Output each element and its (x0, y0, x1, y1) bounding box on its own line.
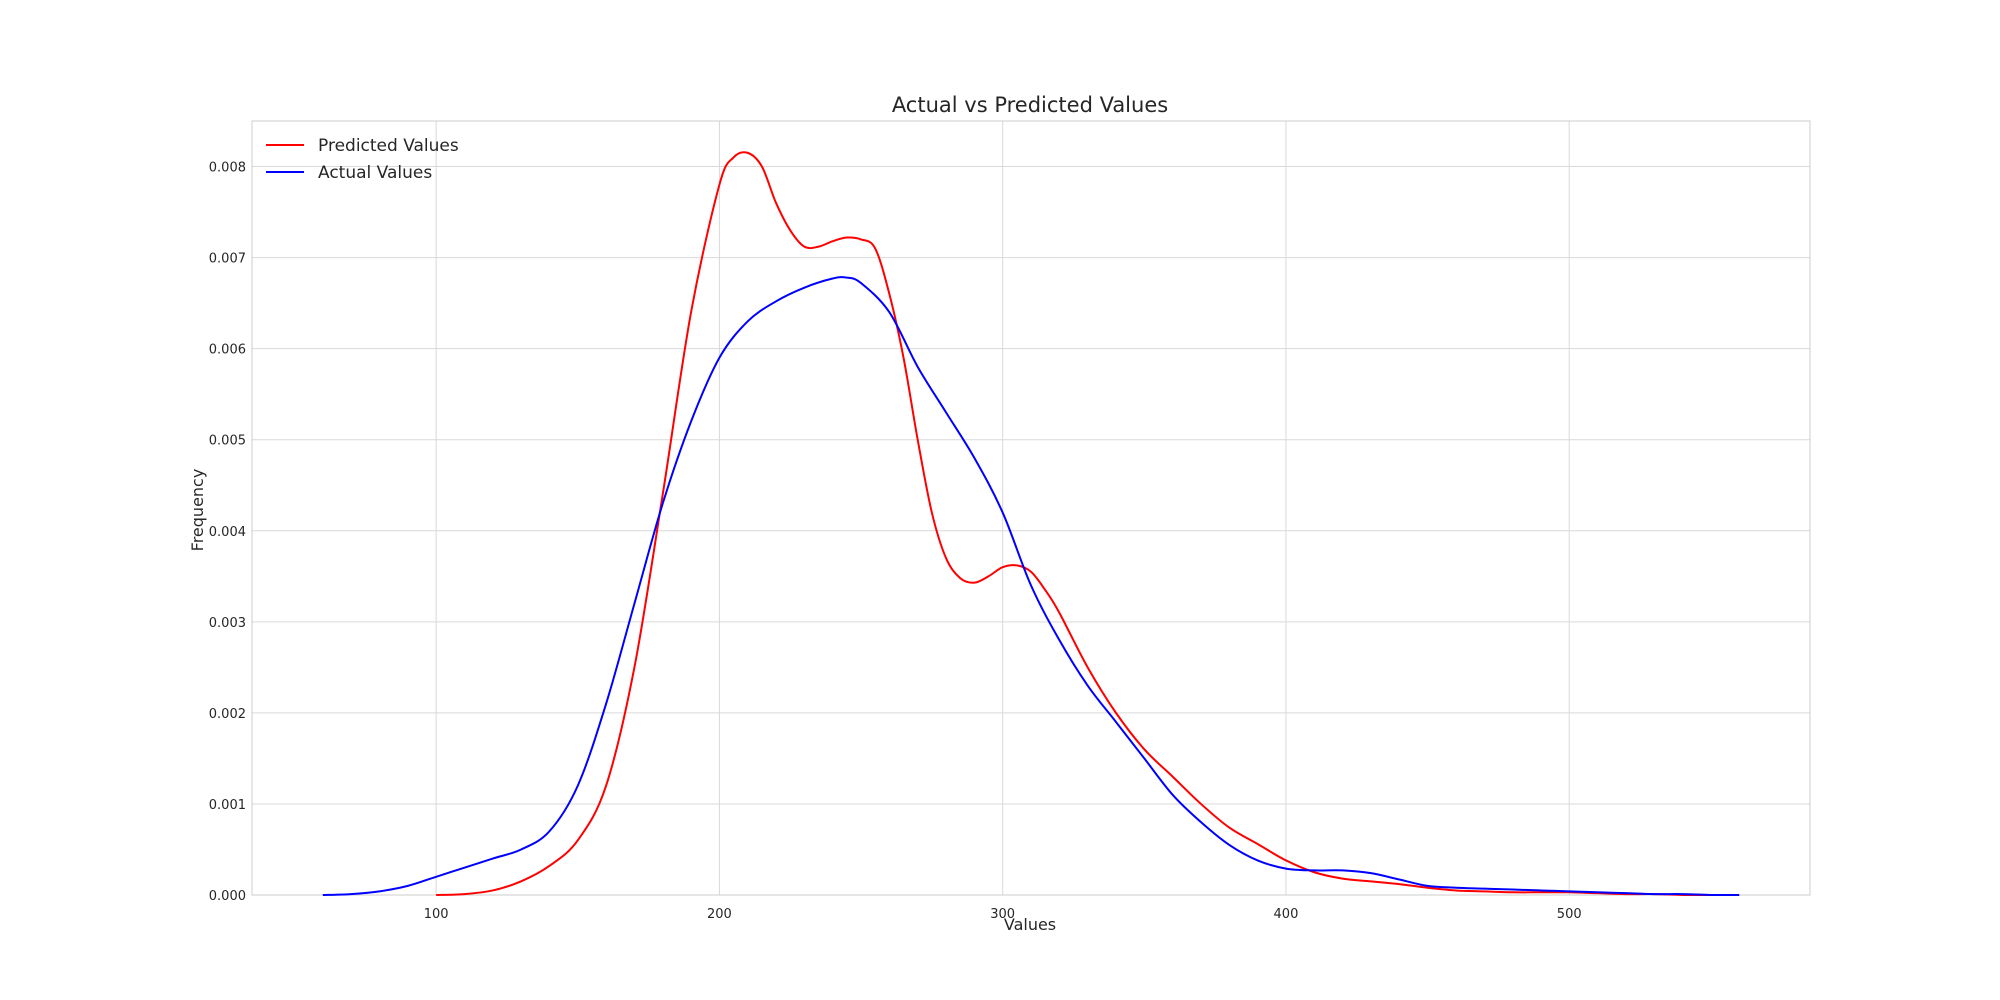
x-tick-label: 200 (707, 907, 732, 922)
series-line-actual (322, 276, 1740, 897)
series-lines (322, 151, 1740, 897)
y-tick-label: 0.001 (209, 798, 246, 813)
plot-frame (251, 120, 1811, 896)
x-tick-label: 400 (1274, 907, 1299, 922)
legend-label-predicted: Predicted Values (318, 136, 459, 156)
y-axis-label: Frequency (188, 469, 207, 552)
y-tick-label: 0.002 (209, 707, 246, 722)
y-tick-label: 0.005 (209, 434, 246, 449)
x-tick-label: 500 (1557, 907, 1582, 922)
legend-label-actual: Actual Values (318, 163, 432, 183)
y-tick-label: 0.000 (209, 889, 246, 904)
x-tick-label: 300 (990, 907, 1015, 922)
y-tick-label: 0.007 (209, 252, 246, 267)
legend: Predicted Values Actual Values (266, 136, 459, 183)
x-tick-label: 100 (424, 907, 449, 922)
tick-labels: 100 200 300 400 500 0.000 0.001 0.002 0.003 0.004… (209, 161, 1582, 922)
y-tick-label: 0.008 (209, 161, 246, 176)
y-tick-label: 0.003 (209, 616, 246, 631)
y-tick-label: 0.006 (209, 343, 246, 358)
y-tick-label: 0.004 (209, 525, 246, 540)
series-line-predicted (436, 151, 1740, 897)
x-axis-label: Values (1004, 915, 1056, 934)
chart-title: Actual vs Predicted Values (892, 93, 1168, 117)
